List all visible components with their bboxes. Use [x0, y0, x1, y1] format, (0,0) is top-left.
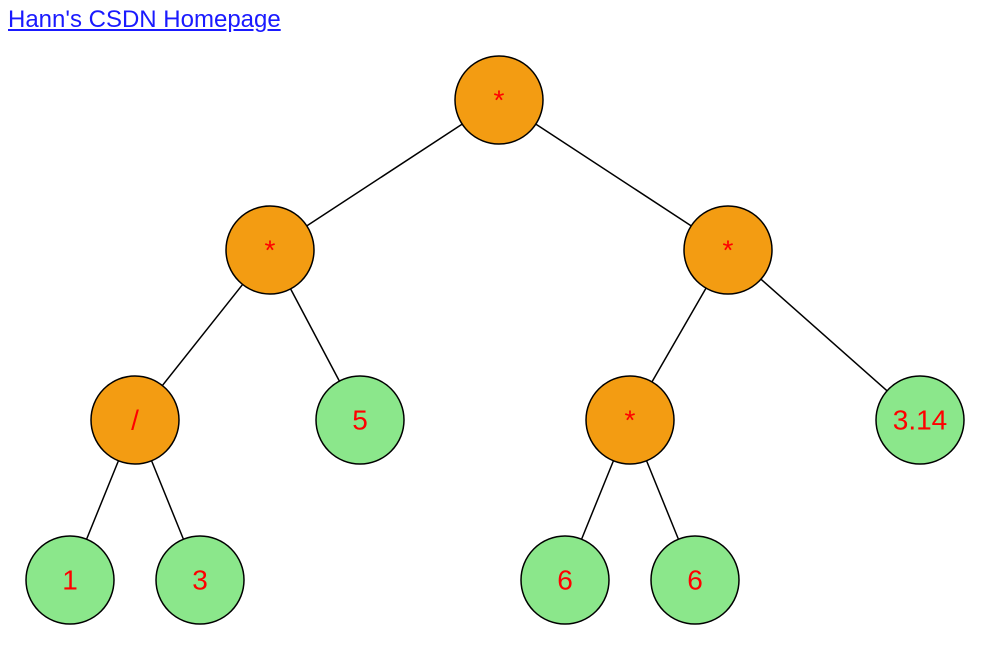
tree-node-label: * [625, 405, 636, 436]
tree-node-label: * [494, 85, 505, 116]
tree-node-operand: 3.14 [876, 376, 964, 464]
tree-node-operand: 6 [521, 536, 609, 624]
tree-edge [647, 461, 679, 539]
tree-edge [582, 461, 614, 539]
tree-node-operator: / [91, 376, 179, 464]
expression-tree: * * * / 5 * 3.14 1 3 6 6 [0, 0, 998, 655]
tree-node-operator: * [586, 376, 674, 464]
tree-node-operand: 3 [156, 536, 244, 624]
tree-edge [652, 288, 706, 382]
tree-node-label: 1 [62, 565, 78, 596]
tree-node-operand: 6 [651, 536, 739, 624]
tree-edge [87, 461, 119, 539]
tree-node-label: 5 [352, 405, 368, 436]
tree-node-label: 6 [557, 565, 573, 596]
tree-edge [291, 289, 340, 381]
tree-node-operand: 5 [316, 376, 404, 464]
tree-edge [536, 124, 691, 226]
tree-node-operator: * [455, 56, 543, 144]
tree-edge [152, 461, 184, 539]
tree-node-operand: 1 [26, 536, 114, 624]
tree-node-operator: * [684, 206, 772, 294]
tree-node-label: 6 [687, 565, 703, 596]
tree-node-operator: * [226, 206, 314, 294]
tree-node-label: / [131, 405, 139, 436]
tree-edge [307, 124, 462, 226]
tree-node-label: * [265, 235, 276, 266]
tree-node-label: * [723, 235, 734, 266]
tree-edge [162, 284, 242, 385]
tree-edge [761, 279, 887, 391]
tree-node-label: 3.14 [893, 405, 948, 436]
tree-node-label: 3 [192, 565, 208, 596]
